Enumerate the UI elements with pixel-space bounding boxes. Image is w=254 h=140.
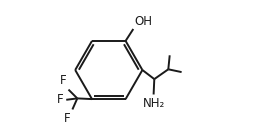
Text: F: F: [59, 74, 66, 87]
Text: F: F: [57, 93, 64, 106]
Text: NH₂: NH₂: [142, 97, 165, 110]
Text: F: F: [64, 112, 71, 125]
Text: OH: OH: [134, 15, 152, 28]
